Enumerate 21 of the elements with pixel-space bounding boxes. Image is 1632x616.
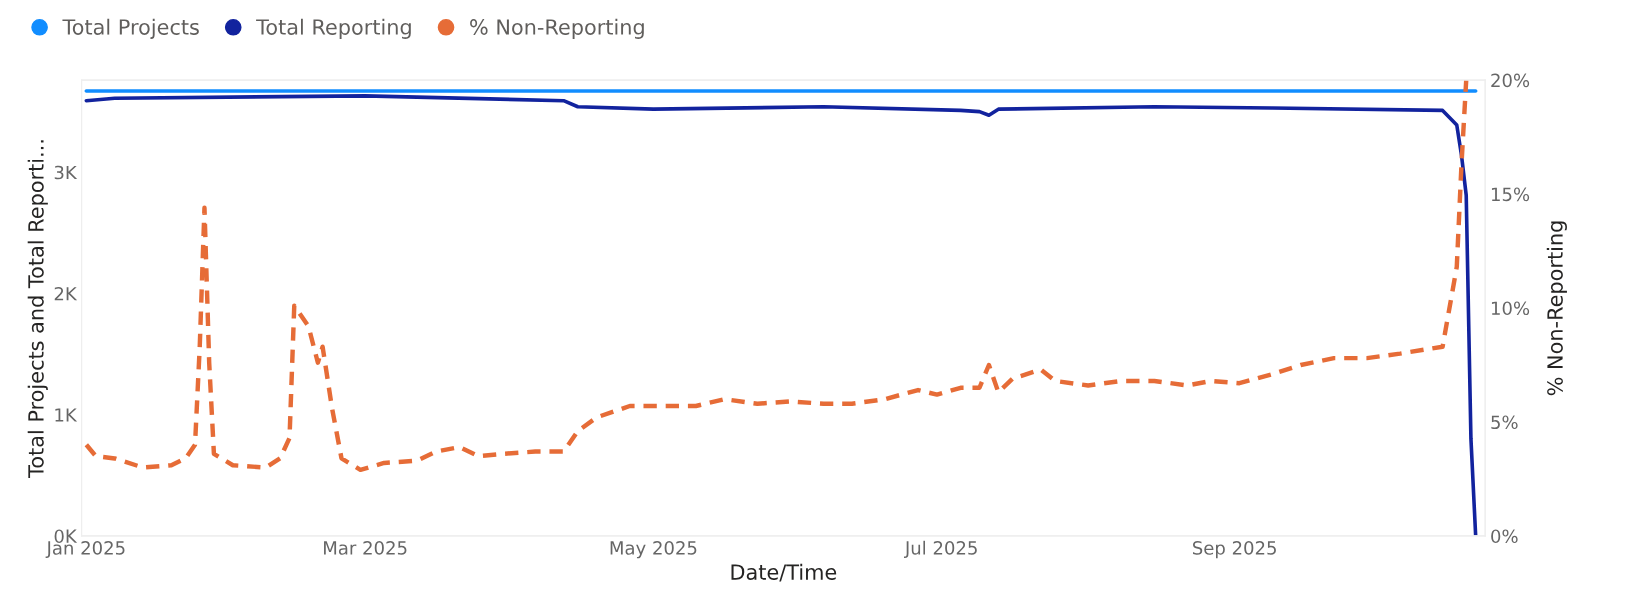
y2-axis-title: % Non-Reporting [1546, 221, 1567, 396]
y-tick-label: 0K [54, 529, 78, 544]
y-tick-label: 3K [54, 165, 78, 180]
y2-tick-label: 15% [1491, 187, 1530, 202]
line-series [84, 94, 1478, 536]
x-tick-label: Jul 2025 [904, 540, 977, 559]
x-tick-label: Sep 2025 [1192, 541, 1276, 559]
legend-label: % Non-Reporting [470, 18, 644, 39]
x-tick-label: Mar 2025 [324, 541, 407, 555]
legend-label: Total Reporting [256, 18, 411, 39]
y2-tick-label: 0% [1491, 529, 1518, 544]
line-series [84, 80, 1469, 473]
y-axis-title: Total Projects and Total Reporti... [27, 140, 48, 478]
x-axis-title: Date/Time [731, 563, 837, 582]
y2-tick-label: 5% [1491, 415, 1518, 430]
x-tick-label: May 2025 [610, 541, 697, 559]
y-tick-label: 2K [54, 286, 78, 301]
legend-label: Total Projects [62, 18, 199, 39]
y-tick-label: 1K [55, 408, 78, 422]
y2-tick-label: 10% [1491, 301, 1530, 316]
y2-tick-label: 20% [1491, 73, 1530, 88]
